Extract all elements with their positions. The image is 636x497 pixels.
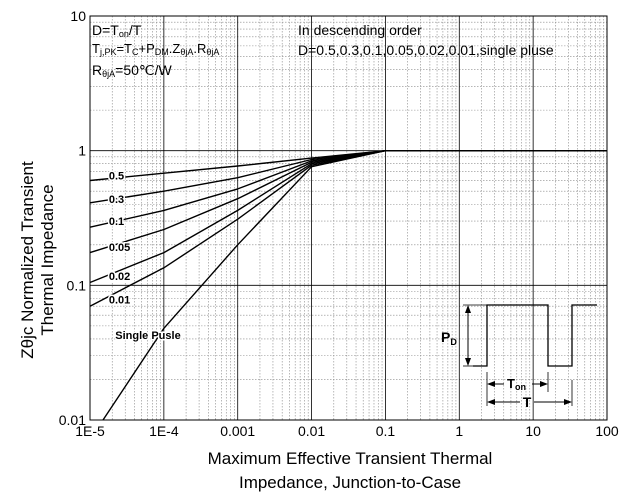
pulse-inset: PD Ton T <box>441 304 597 410</box>
y-axis-label: Zθjc Normalized Transient Thermal Impeda… <box>8 110 68 410</box>
plot-frame <box>89 15 608 421</box>
series-label-1: 0.5 <box>109 171 124 183</box>
t-arrowhead-right <box>564 399 572 405</box>
x-axis-label-line-1: Maximum Effective Transient Thermal <box>207 449 493 468</box>
x-tick-label: 100 <box>595 423 619 439</box>
y-tick-label: 10 <box>70 8 86 24</box>
y-tick-label: 0.01 <box>59 412 86 428</box>
y-tick-label: 1 <box>78 143 86 159</box>
y-tick-label: 0.1 <box>67 277 87 293</box>
grid-major <box>90 16 607 420</box>
y-axis-label-line-2: Thermal Impedance <box>38 184 57 336</box>
t-label: T <box>523 394 532 410</box>
x-axis-label-line-2: Impedance, Junction-to-Case <box>238 473 462 492</box>
pulse-waveform <box>473 304 597 367</box>
pd-label: PD <box>441 329 457 347</box>
x-tick-label: 0.001 <box>220 423 255 439</box>
thermal-resistance-value: RθjA=50℃/W <box>92 62 172 79</box>
x-tick-label: 10 <box>525 423 541 439</box>
x-axis-label: Maximum Effective Transient Thermal Impe… <box>90 447 610 495</box>
series-label-5: 0.02 <box>109 271 130 283</box>
order-list: D=0.5,0.3,0.1,0.05,0.02,0.01,single plus… <box>298 42 554 58</box>
pd-arrow-head-up <box>465 305 471 313</box>
ton-arrowhead-right <box>540 381 548 387</box>
x-tick-label: 1E-4 <box>149 423 179 439</box>
series-line-7 <box>102 149 607 421</box>
label-layer: 0.5 0.3 0.1 0.05 0.02 0.01 Single Pusle <box>107 169 182 343</box>
series-label-2: 0.3 <box>109 194 124 206</box>
pd-arrow-head-down <box>465 358 471 366</box>
series-layer <box>89 149 607 421</box>
series-line-3 <box>89 149 607 228</box>
junction-temp-formula: Tj,PK=TC+PDM.ZθjA.RθjA <box>92 41 220 57</box>
series-label-4: 0.05 <box>109 242 130 254</box>
order-title: In descending order <box>298 22 422 38</box>
series-label-6: 0.01 <box>109 295 130 307</box>
grid-minor <box>90 16 607 420</box>
series-label-7: Single Pusle <box>115 330 180 342</box>
x-tick-label: 1 <box>455 423 463 439</box>
series-label-3: 0.1 <box>109 216 124 228</box>
series-line-4 <box>89 149 607 254</box>
x-tick-label: 0.01 <box>298 423 325 439</box>
ton-arrowhead-left <box>487 381 495 387</box>
x-tick-label: 0.1 <box>376 423 396 439</box>
ton-label: Ton <box>507 376 526 392</box>
ticks-layer: 1E-5 1E-4 0.001 0.01 0.1 1 10 100 0.01 0.1 1 10 <box>59 8 619 439</box>
t-arrowhead-left <box>487 399 495 405</box>
y-axis-label-line-1: Zθjc Normalized Transient <box>18 161 37 359</box>
series-line-5 <box>89 149 607 284</box>
x-tick-label: 1E-5 <box>75 423 105 439</box>
duty-definition: D=Ton/T <box>92 22 142 39</box>
